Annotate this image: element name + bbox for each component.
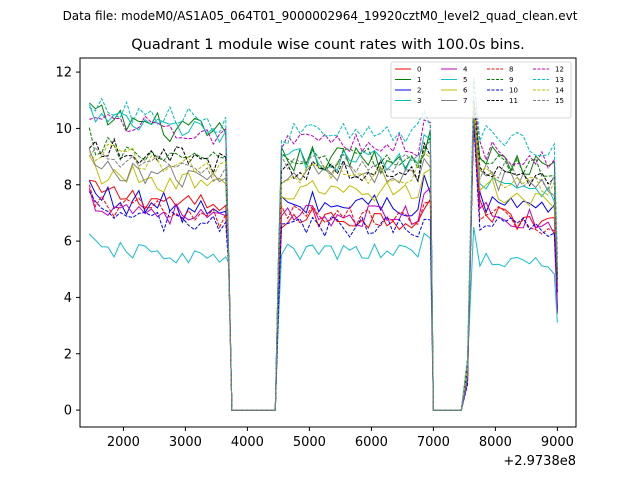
legend-label-7: 7 xyxy=(463,97,467,105)
series-line-2 xyxy=(88,105,558,411)
legend-label-4: 4 xyxy=(463,66,468,74)
plot-frame xyxy=(79,57,577,428)
x-tick-label: 2000 xyxy=(107,435,140,450)
y-tick-label: 6 xyxy=(64,235,72,250)
x-tick-label: 6000 xyxy=(355,435,388,450)
series-line-3 xyxy=(88,103,558,411)
series-line-7 xyxy=(88,100,558,411)
y-tick-label: 8 xyxy=(64,178,72,193)
series-line-10 xyxy=(88,122,558,411)
series-lines xyxy=(88,77,558,411)
y-tick-label: 12 xyxy=(55,66,72,81)
series-line-13 xyxy=(89,77,558,411)
series-line-14 xyxy=(88,103,558,411)
x-tick-label: 5000 xyxy=(293,435,326,450)
legend-label-9: 9 xyxy=(509,76,513,84)
x-tick-label: 7000 xyxy=(417,435,450,450)
series-line-15 xyxy=(88,114,558,411)
legend-label-2: 2 xyxy=(417,87,421,95)
chart-suptitle: Data file: modeM0/AS1A05_064T01_90000029… xyxy=(63,9,578,23)
legend-label-11: 11 xyxy=(509,97,518,105)
series-line-12 xyxy=(89,100,558,411)
x-tick-label: 8000 xyxy=(479,435,512,450)
legend-label-3: 3 xyxy=(417,97,421,105)
x-tick-label: 9000 xyxy=(541,435,574,450)
y-tick-label: 10 xyxy=(55,122,72,137)
legend-box xyxy=(390,61,572,119)
x-tick-label: 3000 xyxy=(169,435,202,450)
x-offset-label: +2.9738e8 xyxy=(503,454,576,469)
legend-label-15: 15 xyxy=(555,97,564,105)
series-line-11 xyxy=(88,100,558,411)
y-tick-label: 2 xyxy=(64,347,72,362)
series-line-8 xyxy=(88,119,558,411)
chart-title: Quadrant 1 module wise count rates with … xyxy=(131,37,525,53)
legend-label-5: 5 xyxy=(463,76,467,84)
y-tick-label: 4 xyxy=(64,291,72,306)
series-line-1 xyxy=(88,100,558,411)
x-tick-label: 4000 xyxy=(231,435,264,450)
x-axis: 2000 3000 4000 5000 6000 7000 8000 9000 xyxy=(107,427,574,450)
legend-label-10: 10 xyxy=(509,87,518,95)
legend-label-12: 12 xyxy=(555,66,564,74)
y-axis: 0 2 4 6 8 10 12 xyxy=(55,66,80,419)
legend-label-14: 14 xyxy=(555,87,564,95)
series-line-9 xyxy=(88,100,558,411)
legend-label-1: 1 xyxy=(417,76,421,84)
series-line-6 xyxy=(88,108,558,411)
legend-label-13: 13 xyxy=(555,76,564,84)
legend-label-0: 0 xyxy=(417,66,421,74)
y-tick-label: 0 xyxy=(64,404,72,419)
series-line-5 xyxy=(88,226,558,411)
legend-label-8: 8 xyxy=(509,66,513,74)
legend-label-6: 6 xyxy=(463,87,468,95)
